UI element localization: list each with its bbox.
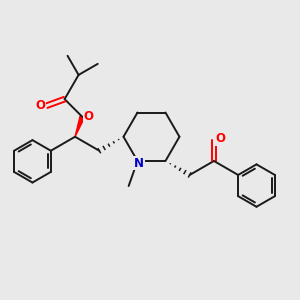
Text: O: O xyxy=(215,132,225,146)
Text: O: O xyxy=(84,110,94,123)
Text: N: N xyxy=(134,157,144,169)
Polygon shape xyxy=(75,116,85,137)
Text: O: O xyxy=(35,99,45,112)
